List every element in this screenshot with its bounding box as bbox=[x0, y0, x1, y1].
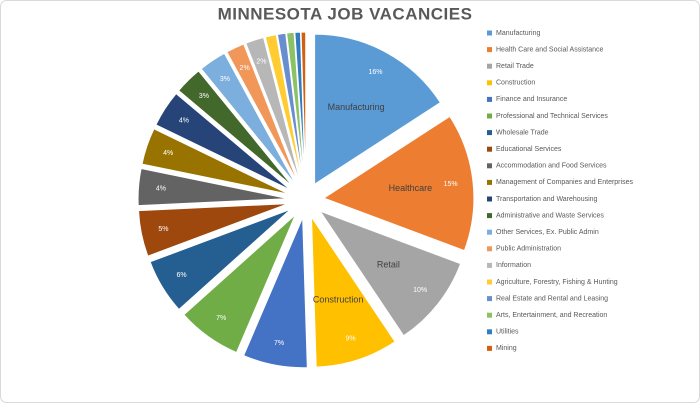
legend-swatch bbox=[487, 63, 492, 69]
chart-title: MINNESOTA JOB VACANCIES bbox=[218, 4, 473, 23]
value-label: 5% bbox=[158, 226, 168, 233]
legend-label: Arts, Entertainment, and Recreation bbox=[496, 312, 607, 319]
legend-swatch bbox=[487, 47, 492, 53]
value-label: 3% bbox=[220, 76, 230, 83]
legend-label: Professional and Technical Services bbox=[496, 113, 608, 120]
legend-swatch bbox=[487, 179, 492, 185]
value-label: 4% bbox=[156, 186, 166, 193]
legend-label: Management of Companies and Enterprises bbox=[496, 179, 633, 186]
value-label: 4% bbox=[163, 150, 173, 157]
legend-swatch bbox=[487, 96, 492, 102]
pie-slice bbox=[264, 34, 303, 183]
legend-swatch bbox=[487, 163, 492, 169]
pie-slice bbox=[314, 33, 442, 186]
value-label: 9% bbox=[345, 335, 355, 342]
legend-label: Other Services, Ex. Public Admin bbox=[496, 229, 599, 236]
legend-label: Finance and Insurance bbox=[496, 96, 567, 103]
pie-slice bbox=[300, 31, 307, 183]
legend-label: Health Care and Social Assistance bbox=[496, 46, 603, 53]
legend-label: Real Estate and Rental and Leasing bbox=[496, 295, 608, 302]
pie-slice bbox=[177, 70, 294, 188]
pie-slice bbox=[155, 92, 292, 191]
legend-swatch bbox=[487, 279, 492, 285]
legend-swatch bbox=[487, 113, 492, 119]
legend-swatch bbox=[487, 196, 492, 202]
pie-slice bbox=[183, 214, 296, 354]
legend-label: Administrative and Waste Services bbox=[496, 212, 604, 219]
value-label: 4% bbox=[179, 118, 189, 125]
legend-swatch bbox=[487, 80, 492, 86]
legend-label: Wholesale Trade bbox=[496, 129, 549, 136]
value-label: 7% bbox=[216, 315, 226, 322]
legend-label: Mining bbox=[496, 345, 517, 352]
value-label: 2% bbox=[240, 65, 250, 72]
pie-slice bbox=[137, 167, 289, 207]
pie-slice bbox=[286, 31, 305, 183]
legend-swatch bbox=[487, 146, 492, 152]
legend-label: Information bbox=[496, 262, 531, 269]
slice-label: Construction bbox=[313, 294, 364, 304]
value-label: 3% bbox=[199, 93, 209, 100]
value-label: 2% bbox=[256, 58, 266, 65]
legend-swatch bbox=[487, 130, 492, 136]
legend-label: Utilities bbox=[496, 329, 519, 336]
pie-slice bbox=[294, 31, 306, 183]
value-label: 16% bbox=[368, 69, 382, 76]
slice-label: Retail bbox=[377, 259, 400, 269]
legend-label: Public Administration bbox=[496, 246, 561, 253]
pie-slice bbox=[149, 208, 291, 311]
legend-label: Construction bbox=[496, 80, 535, 87]
pie-slice bbox=[322, 115, 475, 252]
legend-label: Retail Trade bbox=[496, 63, 534, 70]
legend-swatch bbox=[487, 262, 492, 268]
value-label: 7% bbox=[274, 340, 284, 347]
pie-slice bbox=[318, 210, 462, 337]
legend-swatch bbox=[487, 312, 492, 318]
pie-slice bbox=[141, 128, 290, 195]
legend-swatch bbox=[487, 345, 492, 351]
legend-label: Manufacturing bbox=[496, 30, 540, 37]
legend-swatch bbox=[487, 229, 492, 235]
legend-label: Educational Services bbox=[496, 146, 562, 153]
pie-slice bbox=[245, 36, 301, 184]
pie-slice bbox=[138, 203, 289, 257]
legend-swatch bbox=[487, 296, 492, 302]
pie-slice bbox=[310, 215, 396, 368]
pie-slice bbox=[276, 32, 304, 183]
pie-slice bbox=[242, 217, 308, 369]
legend-swatch bbox=[487, 213, 492, 219]
legend-label: Agriculture, Forestry, Fishing & Hunting bbox=[496, 279, 618, 286]
value-label: 6% bbox=[176, 272, 186, 279]
value-label: 15% bbox=[444, 181, 458, 188]
legend-swatch bbox=[487, 30, 492, 36]
legend-swatch bbox=[487, 329, 492, 335]
pie-slice bbox=[226, 43, 299, 184]
slice-label: Healthcare bbox=[389, 183, 433, 193]
legend-label: Accommodation and Food Services bbox=[496, 163, 607, 170]
slice-label: Manufacturing bbox=[328, 102, 385, 112]
legend-swatch bbox=[487, 246, 492, 252]
legend-label: Transportation and Warehousing bbox=[496, 196, 598, 203]
value-label: 10% bbox=[413, 287, 427, 294]
pie-slice bbox=[200, 52, 297, 186]
